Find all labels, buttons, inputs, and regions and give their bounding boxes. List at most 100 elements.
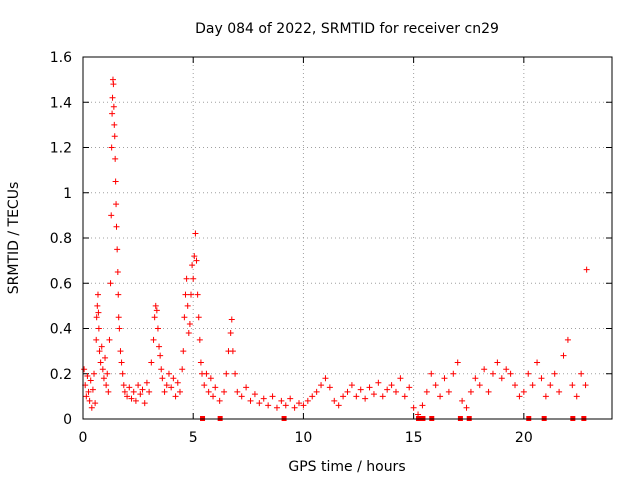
data-point (273, 404, 280, 411)
data-point (92, 400, 99, 407)
data-point (114, 268, 121, 275)
data-point (195, 314, 202, 321)
data-point (108, 212, 115, 219)
data-point (110, 103, 117, 110)
data-point (124, 393, 131, 400)
data-point (260, 395, 267, 402)
data-point (406, 384, 413, 391)
data-point (212, 384, 219, 391)
data-point (128, 395, 135, 402)
data-point (265, 402, 272, 409)
data-point (105, 388, 112, 395)
y-tick-label: 1.4 (50, 95, 72, 111)
data-point (216, 397, 223, 404)
data-point (83, 393, 90, 400)
data-point (344, 388, 351, 395)
data-point (109, 94, 116, 101)
data-point (170, 375, 177, 382)
data-point (203, 370, 210, 377)
data-point (282, 402, 289, 409)
data-point (183, 275, 190, 282)
y-tick-label: 0.8 (50, 231, 72, 247)
data-point (238, 393, 245, 400)
data-point (194, 291, 201, 298)
data-point (113, 201, 120, 208)
data-point (111, 121, 118, 128)
data-point (115, 291, 122, 298)
data-point (569, 382, 576, 389)
data-point (107, 280, 114, 287)
grid (83, 57, 612, 419)
data-point (111, 133, 118, 140)
data-point (503, 366, 510, 373)
data-point (137, 391, 144, 398)
data-point (370, 391, 377, 398)
data-point (207, 375, 214, 382)
data-point (578, 370, 585, 377)
data-point (181, 314, 188, 321)
data-point (419, 402, 426, 409)
data-point (221, 388, 228, 395)
data-point (81, 366, 88, 373)
data-point (313, 388, 320, 395)
data-point (498, 375, 505, 382)
x-tick-label: 15 (405, 430, 423, 446)
y-tick-label: 0.4 (50, 322, 72, 338)
data-point (112, 178, 119, 185)
data-point (459, 397, 466, 404)
data-point (168, 384, 175, 391)
data-point (494, 359, 501, 366)
y-tick-label: 1.6 (50, 50, 72, 66)
data-point (118, 359, 125, 366)
data-point (229, 348, 236, 355)
data-point (146, 388, 153, 395)
x-axis-label: GPS time / hours (288, 459, 405, 475)
data-point (251, 391, 258, 398)
data-point (437, 393, 444, 400)
y-tick-label: 1 (63, 186, 72, 202)
data-point (269, 393, 276, 400)
y-tick-label: 0.6 (50, 276, 72, 292)
data-point (428, 370, 435, 377)
data-point (445, 388, 452, 395)
data-point (520, 388, 527, 395)
data-point (188, 291, 195, 298)
data-point (89, 386, 96, 393)
data-point (196, 336, 203, 343)
data-point (379, 393, 386, 400)
axis-ticks: 0 0.2 0.4 0.6 0.8 1 1.2 1.4 1.6 0 5 10 15 20 (50, 50, 612, 446)
data-point (384, 386, 391, 393)
data-point (117, 348, 124, 355)
data-point (150, 336, 157, 343)
data-point (161, 388, 168, 395)
data-point (512, 382, 519, 389)
data-point (326, 384, 333, 391)
data-point (85, 388, 92, 395)
data-point (180, 348, 187, 355)
data-point (534, 359, 541, 366)
data-point (113, 223, 120, 230)
data-point (192, 230, 199, 237)
data-point (481, 366, 488, 373)
data-point (151, 314, 158, 321)
data-point (182, 291, 189, 298)
data-point (172, 393, 179, 400)
data-point (516, 393, 523, 400)
data-point (197, 359, 204, 366)
data-point (467, 388, 474, 395)
data-point (362, 395, 369, 402)
data-point (243, 384, 250, 391)
data-point (106, 336, 113, 343)
data-point (234, 388, 241, 395)
data-point (184, 302, 191, 309)
data-point (304, 397, 311, 404)
data-point (432, 382, 439, 389)
x-tick-label: 5 (189, 430, 198, 446)
data-point (547, 382, 554, 389)
data-point (340, 393, 347, 400)
data-point (116, 325, 123, 332)
data-point (397, 375, 404, 382)
data-point (583, 266, 590, 273)
data-point (309, 393, 316, 400)
data-point (100, 375, 107, 382)
